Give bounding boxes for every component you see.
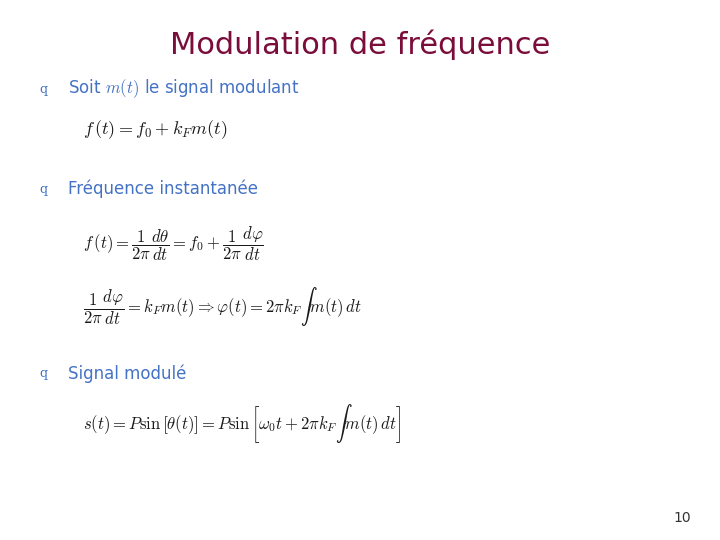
Text: $f\,(t)= f_0 +k_F m(t)$: $f\,(t)= f_0 +k_F m(t)$ (83, 118, 227, 141)
Text: Signal modulé: Signal modulé (68, 364, 186, 383)
Text: Fréquence instantanée: Fréquence instantanée (68, 180, 258, 198)
Text: 10: 10 (674, 511, 691, 525)
Text: $s(t)= P\sin\left[\theta(t)\right]= P\sin\left[\omega_0 t+2\pi k_F\int m(t)\,dt\: $s(t)= P\sin\left[\theta(t)\right]= P\si… (83, 402, 401, 446)
Text: q: q (40, 183, 48, 195)
Text: $\dfrac{1}{2\pi}\dfrac{d\varphi}{dt} = k_F m(t)\Rightarrow \varphi(t) = 2\pi k_F: $\dfrac{1}{2\pi}\dfrac{d\varphi}{dt} = k… (83, 285, 361, 328)
Text: q: q (40, 83, 48, 96)
Text: $f\,(t)=\dfrac{1}{2\pi}\dfrac{d\theta}{dt} = f_0 + \dfrac{1}{2\pi}\dfrac{d\varph: $f\,(t)=\dfrac{1}{2\pi}\dfrac{d\theta}{d… (83, 225, 264, 263)
Text: q: q (40, 367, 48, 380)
Text: Modulation de fréquence: Modulation de fréquence (170, 30, 550, 60)
Text: Soit $m(t)$ le signal modulant: Soit $m(t)$ le signal modulant (68, 78, 300, 100)
